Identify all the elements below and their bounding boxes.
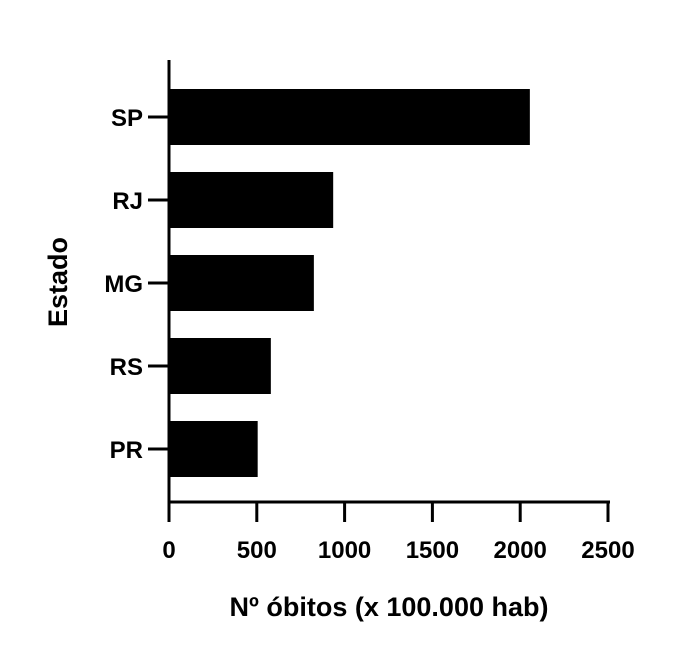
x-tick-label: 1000	[318, 537, 371, 564]
x-tick-label: 2500	[581, 537, 634, 564]
y-axis-title: Estado	[43, 237, 73, 327]
x-tick-label: 1500	[406, 537, 459, 564]
x-tick-label: 2000	[494, 537, 547, 564]
y-ticks: SP RJ MG RS PR	[104, 105, 169, 464]
y-tick-label: RJ	[112, 188, 143, 215]
x-tick-label: 500	[237, 537, 277, 564]
bar-pr	[169, 421, 258, 477]
bar-rs	[169, 338, 271, 394]
y-tick-label: RS	[110, 354, 143, 381]
y-tick-label: MG	[104, 271, 143, 298]
bar-sp	[169, 89, 530, 145]
bar-rj	[169, 172, 334, 228]
x-tick-label: 0	[162, 537, 175, 564]
axes	[167, 60, 610, 504]
x-axis-title: Nº óbitos (x 100.000 hab)	[230, 592, 549, 622]
bar-mg	[169, 255, 314, 311]
y-tick-label: PR	[110, 437, 143, 464]
bars	[169, 89, 530, 477]
y-tick-label: SP	[111, 105, 143, 132]
x-ticks: 0 500 1000 1500 2000 2500	[162, 502, 635, 564]
